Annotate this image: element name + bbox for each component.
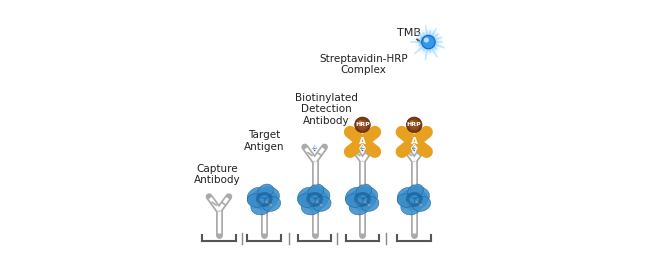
Text: B: B xyxy=(313,146,317,151)
Circle shape xyxy=(358,120,363,125)
Text: Streptavidin-HRP
Complex: Streptavidin-HRP Complex xyxy=(320,54,408,75)
Text: A: A xyxy=(359,137,366,146)
Ellipse shape xyxy=(247,187,268,206)
Ellipse shape xyxy=(349,198,370,215)
Ellipse shape xyxy=(251,198,272,215)
Text: HRP: HRP xyxy=(407,122,422,127)
Circle shape xyxy=(424,37,429,43)
Circle shape xyxy=(359,122,365,128)
Text: Capture
Antibody: Capture Antibody xyxy=(194,164,241,185)
Circle shape xyxy=(422,35,435,49)
Ellipse shape xyxy=(257,184,274,198)
Ellipse shape xyxy=(401,198,421,215)
Ellipse shape xyxy=(308,184,324,198)
Circle shape xyxy=(411,122,417,128)
Polygon shape xyxy=(312,144,318,153)
Text: Target
Antigen: Target Antigen xyxy=(244,130,285,152)
Ellipse shape xyxy=(251,189,278,210)
Circle shape xyxy=(420,33,437,51)
Ellipse shape xyxy=(397,187,419,206)
Circle shape xyxy=(355,117,370,133)
Circle shape xyxy=(410,120,414,125)
Circle shape xyxy=(409,119,420,130)
Ellipse shape xyxy=(408,184,423,198)
Text: B: B xyxy=(412,146,416,151)
Ellipse shape xyxy=(410,187,430,203)
Circle shape xyxy=(417,31,439,53)
Ellipse shape xyxy=(247,194,265,207)
Circle shape xyxy=(357,119,368,130)
Ellipse shape xyxy=(412,197,431,211)
Text: TMB: TMB xyxy=(397,28,421,38)
Ellipse shape xyxy=(301,189,328,210)
Ellipse shape xyxy=(311,187,330,203)
Text: HRP: HRP xyxy=(355,122,370,127)
Circle shape xyxy=(406,117,422,133)
Ellipse shape xyxy=(401,189,428,210)
Polygon shape xyxy=(359,144,365,153)
Text: Biotinylated
Detection
Antibody: Biotinylated Detection Antibody xyxy=(295,93,358,126)
Ellipse shape xyxy=(359,187,378,203)
Ellipse shape xyxy=(356,184,372,198)
Ellipse shape xyxy=(313,197,331,211)
Ellipse shape xyxy=(346,194,363,207)
Ellipse shape xyxy=(301,198,322,215)
Ellipse shape xyxy=(349,189,376,210)
Text: B: B xyxy=(361,146,365,151)
Ellipse shape xyxy=(361,197,379,211)
Text: A: A xyxy=(411,137,418,146)
Polygon shape xyxy=(411,144,417,153)
Circle shape xyxy=(415,29,442,56)
Ellipse shape xyxy=(263,197,281,211)
Ellipse shape xyxy=(397,194,415,207)
Ellipse shape xyxy=(260,187,280,203)
Ellipse shape xyxy=(298,194,315,207)
Ellipse shape xyxy=(345,187,367,206)
Ellipse shape xyxy=(298,187,318,206)
